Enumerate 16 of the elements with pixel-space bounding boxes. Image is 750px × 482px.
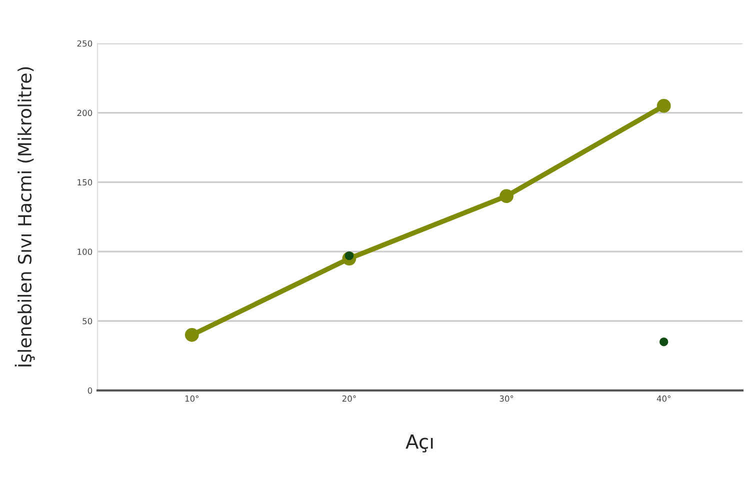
point [656,98,671,113]
y-axis-title: İşlenebilen Sıvı Hacmi (Mikrolitre) [14,67,35,366]
x-tick-label: 10° [185,395,198,402]
x-tick-label: 20° [342,395,356,402]
y-tick-label: 100 [78,248,92,255]
x-tick-label: 30° [500,395,514,402]
y-tick-label: 250 [77,40,92,47]
y-tick-label: 0 [88,387,92,394]
point [659,337,668,346]
x-tick-label: 40° [656,395,670,402]
x-axis-title: Açı [406,434,433,452]
point [500,189,514,204]
y-tick-label: 50 [82,318,92,324]
point [184,328,199,342]
y-tick-label: 200 [77,110,92,116]
y-tick-label: 150 [78,179,92,186]
